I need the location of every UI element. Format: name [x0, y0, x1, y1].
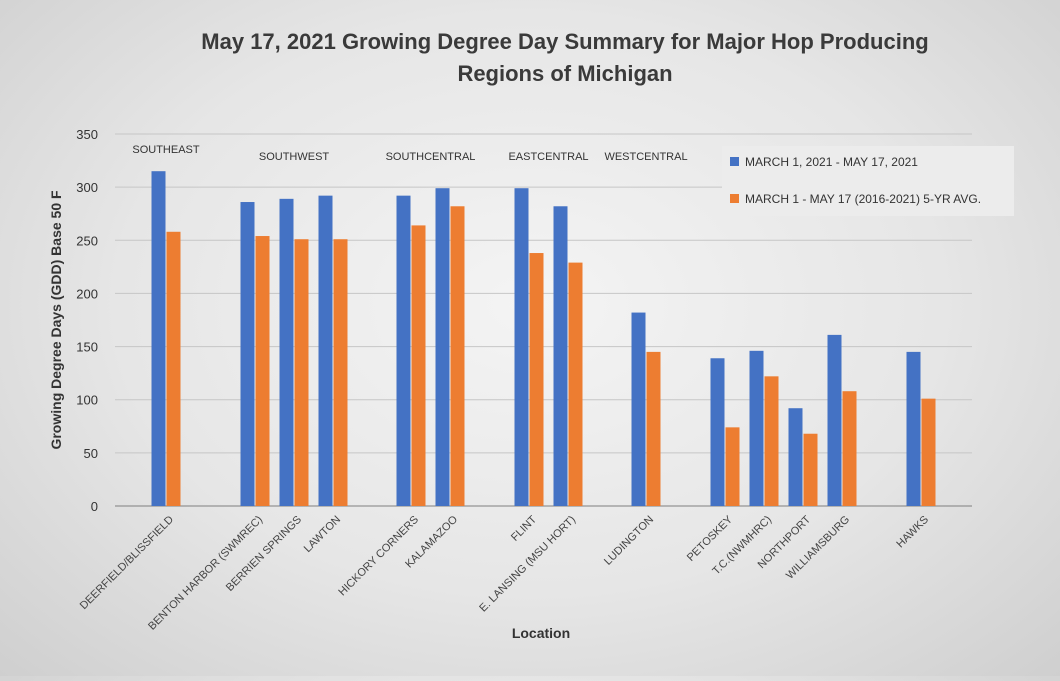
y-tick-label: 200	[76, 286, 98, 301]
bar-5yr-avg	[764, 376, 779, 506]
region-label: EASTCENTRAL	[508, 151, 588, 163]
chart-title-line2: Regions of Michigan	[457, 61, 672, 86]
legend-background	[722, 146, 1014, 216]
y-tick-label: 150	[76, 340, 98, 355]
x-tick-label: HAWKS	[894, 514, 931, 551]
bar-5yr-avg	[166, 231, 181, 507]
bar-2021	[906, 351, 921, 506]
bar-2021	[553, 206, 568, 506]
bar-5yr-avg	[921, 398, 936, 506]
x-axis-title: Location	[512, 625, 570, 641]
legend-swatch-series1	[730, 157, 739, 166]
bar-2021	[514, 188, 529, 506]
x-tick-label: FLINT	[509, 513, 539, 543]
bar-5yr-avg	[568, 262, 583, 506]
bar-2021	[279, 198, 294, 506]
bar-2021	[396, 195, 411, 506]
legend-label-series2: MARCH 1 - MAY 17 (2016-2021) 5-YR AVG.	[745, 192, 981, 206]
bar-5yr-avg	[842, 391, 857, 506]
bar-5yr-avg	[529, 253, 544, 506]
bar-5yr-avg	[725, 427, 740, 506]
bar-2021	[435, 188, 450, 506]
y-tick-label: 100	[76, 393, 98, 408]
legend: MARCH 1, 2021 - MAY 17, 2021 MARCH 1 - M…	[722, 146, 1014, 216]
bar-5yr-avg	[803, 433, 818, 506]
bar-5yr-avg	[333, 239, 348, 507]
bar-2021	[788, 408, 803, 506]
y-tick-label: 250	[76, 233, 98, 248]
bar-2021	[318, 195, 333, 506]
bar-2021	[710, 358, 725, 506]
y-tick-label: 0	[91, 499, 98, 514]
chart-title-line1: May 17, 2021 Growing Degree Day Summary …	[201, 29, 928, 54]
y-tick-label: 50	[84, 446, 98, 461]
region-label: SOUTHCENTRAL	[386, 151, 476, 163]
bar-5yr-avg	[450, 206, 465, 506]
x-tick-label: LAWTON	[302, 514, 343, 555]
x-tick-label: LUDINGTON	[602, 514, 656, 568]
region-label: SOUTHEAST	[132, 144, 200, 156]
bar-2021	[827, 334, 842, 506]
legend-swatch-series2	[730, 194, 739, 203]
x-tick-label: DEERFIELD/BLISSFIELD	[78, 514, 176, 612]
y-axis-title: Growing Degree Days (GDD) Base 50 F	[48, 190, 64, 450]
bar-5yr-avg	[294, 239, 309, 507]
bar-5yr-avg	[646, 351, 661, 506]
y-tick-label: 350	[76, 127, 98, 142]
region-label: WESTCENTRAL	[604, 151, 687, 163]
x-tick-label: BERRIEN SPRINGS	[224, 514, 304, 594]
bar-2021	[240, 202, 255, 506]
region-label: SOUTHWEST	[259, 151, 330, 163]
bar-2021	[151, 171, 166, 506]
legend-label-series1: MARCH 1, 2021 - MAY 17, 2021	[745, 155, 918, 169]
bar-2021	[749, 350, 764, 506]
y-axis-ticks: 0 50 100 150 200 250 300 350	[76, 127, 98, 514]
bar-2021	[631, 312, 646, 506]
bars	[151, 171, 936, 507]
bar-5yr-avg	[411, 225, 426, 507]
y-tick-label: 300	[76, 180, 98, 195]
bar-5yr-avg	[255, 236, 270, 506]
